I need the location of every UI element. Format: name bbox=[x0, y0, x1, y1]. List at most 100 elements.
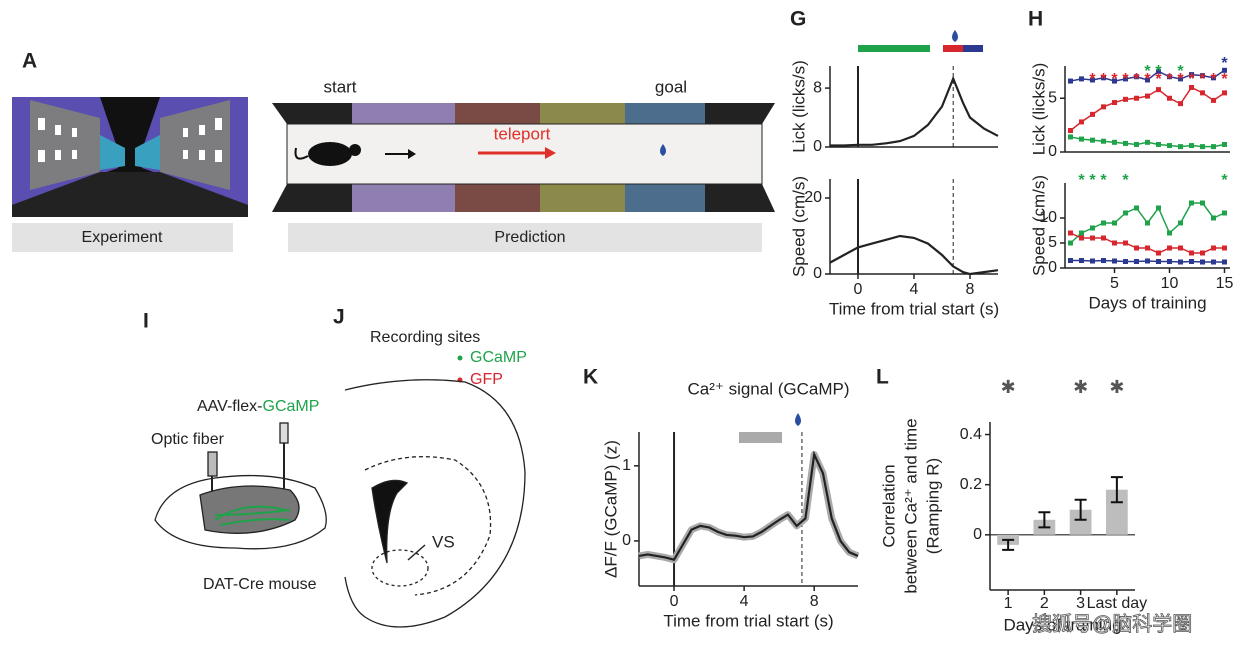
y-axis-label: Lick (licks/s) bbox=[789, 60, 808, 153]
x-tick-label: 0 bbox=[854, 281, 863, 298]
point bbox=[1189, 143, 1194, 149]
y-tick-label: 0 bbox=[813, 138, 822, 155]
point bbox=[1134, 245, 1139, 251]
point bbox=[1145, 258, 1150, 264]
point bbox=[1156, 68, 1161, 74]
x-tick-label: 15 bbox=[1216, 275, 1234, 292]
point bbox=[1145, 93, 1150, 99]
chart-title: Ca²⁺ signal (GCaMP) bbox=[687, 379, 849, 398]
bar bbox=[1069, 509, 1092, 535]
point bbox=[1211, 144, 1216, 150]
x-tick-label: 5 bbox=[1110, 275, 1119, 292]
point bbox=[1156, 87, 1161, 93]
x-axis-label: Days of training bbox=[1088, 293, 1206, 312]
point bbox=[1123, 96, 1128, 102]
label: Experiment bbox=[82, 229, 163, 246]
point bbox=[1134, 259, 1139, 264]
point bbox=[1156, 250, 1161, 256]
point bbox=[1178, 259, 1183, 265]
label: DAT-Cre mouse bbox=[203, 576, 317, 593]
y-axis-label: Correlation bbox=[879, 464, 898, 547]
x-tick-label: 0 bbox=[670, 593, 679, 610]
legend-label: GCaMP bbox=[470, 349, 527, 366]
point bbox=[1211, 75, 1216, 81]
point bbox=[1189, 72, 1194, 78]
panel-letter: K bbox=[583, 366, 598, 389]
error-bar bbox=[1002, 538, 1015, 551]
significance-star: * bbox=[1155, 71, 1162, 88]
x-tick-label: 4 bbox=[740, 593, 749, 610]
significance-star: * bbox=[1144, 71, 1151, 88]
significance-star: * bbox=[1122, 71, 1129, 88]
brain-section bbox=[344, 379, 526, 628]
x-tick-label: Last day bbox=[1087, 595, 1147, 612]
point bbox=[1068, 258, 1073, 263]
point bbox=[1112, 240, 1117, 246]
point bbox=[1134, 95, 1139, 101]
y-axis-label: between Ca²⁺ and time bbox=[901, 418, 920, 593]
y-tick-label: 0 bbox=[1048, 259, 1057, 276]
y-tick-label: 10 bbox=[1039, 209, 1057, 226]
point bbox=[1123, 140, 1128, 146]
y-tick-label: 5 bbox=[1048, 234, 1057, 251]
cue-bar bbox=[858, 45, 930, 52]
significance-star: * bbox=[1221, 55, 1228, 72]
mouse-brain bbox=[154, 422, 327, 550]
label: Prediction bbox=[494, 229, 565, 246]
point bbox=[1211, 259, 1216, 265]
point bbox=[1090, 77, 1095, 83]
significance-star: * bbox=[1155, 63, 1162, 80]
error-bar bbox=[1110, 476, 1123, 504]
series-line bbox=[830, 75, 999, 147]
label: Recording sites bbox=[370, 329, 480, 346]
y-tick-label: 20 bbox=[804, 189, 822, 206]
label: Optic fiber bbox=[151, 431, 225, 448]
drop-icon bbox=[795, 413, 801, 426]
point bbox=[1090, 111, 1095, 117]
point bbox=[1167, 230, 1172, 236]
legend-dot bbox=[457, 355, 463, 361]
label: start bbox=[323, 77, 356, 96]
point bbox=[1222, 141, 1227, 147]
series-line bbox=[829, 234, 999, 276]
point bbox=[1200, 200, 1205, 206]
y-tick-label: 1 bbox=[622, 457, 631, 474]
point bbox=[1178, 245, 1183, 251]
panel-letter: I bbox=[143, 310, 149, 333]
error-bar bbox=[1074, 498, 1087, 521]
point bbox=[1112, 100, 1117, 106]
significance-star: * bbox=[1100, 172, 1107, 189]
point bbox=[1079, 76, 1084, 82]
significance-star: * bbox=[1122, 172, 1129, 189]
point bbox=[1145, 220, 1150, 226]
point bbox=[1068, 134, 1073, 140]
x-tick-label: 2 bbox=[1040, 595, 1049, 612]
point bbox=[1090, 258, 1095, 264]
significance-star: ✱ bbox=[1109, 377, 1124, 397]
point bbox=[1090, 225, 1095, 231]
x-tick-label: 4 bbox=[910, 281, 919, 298]
point bbox=[1211, 97, 1216, 103]
significance-star: * bbox=[1221, 172, 1228, 189]
point bbox=[1112, 220, 1117, 226]
label: AAV-flex-GCaMP bbox=[197, 398, 319, 415]
significance-star: * bbox=[1166, 71, 1173, 88]
legend-label: GFP bbox=[470, 371, 503, 388]
track bbox=[272, 103, 775, 212]
x-tick-label: 1 bbox=[1004, 595, 1013, 612]
significance-star: * bbox=[1199, 71, 1206, 88]
point bbox=[1068, 230, 1073, 236]
point bbox=[1189, 250, 1194, 256]
significance-star: * bbox=[1188, 71, 1195, 88]
point bbox=[1134, 74, 1139, 80]
panel-letter: L bbox=[876, 366, 889, 389]
y-axis-label: Speed (cm/s) bbox=[789, 176, 808, 277]
y-axis-label: Lick (licks/s) bbox=[1029, 63, 1048, 156]
error-bar bbox=[1038, 511, 1051, 529]
point bbox=[1200, 259, 1205, 265]
point bbox=[1134, 141, 1139, 147]
bar bbox=[1106, 489, 1128, 535]
point bbox=[1079, 119, 1084, 125]
point bbox=[1211, 215, 1216, 221]
label: VS bbox=[432, 532, 455, 551]
